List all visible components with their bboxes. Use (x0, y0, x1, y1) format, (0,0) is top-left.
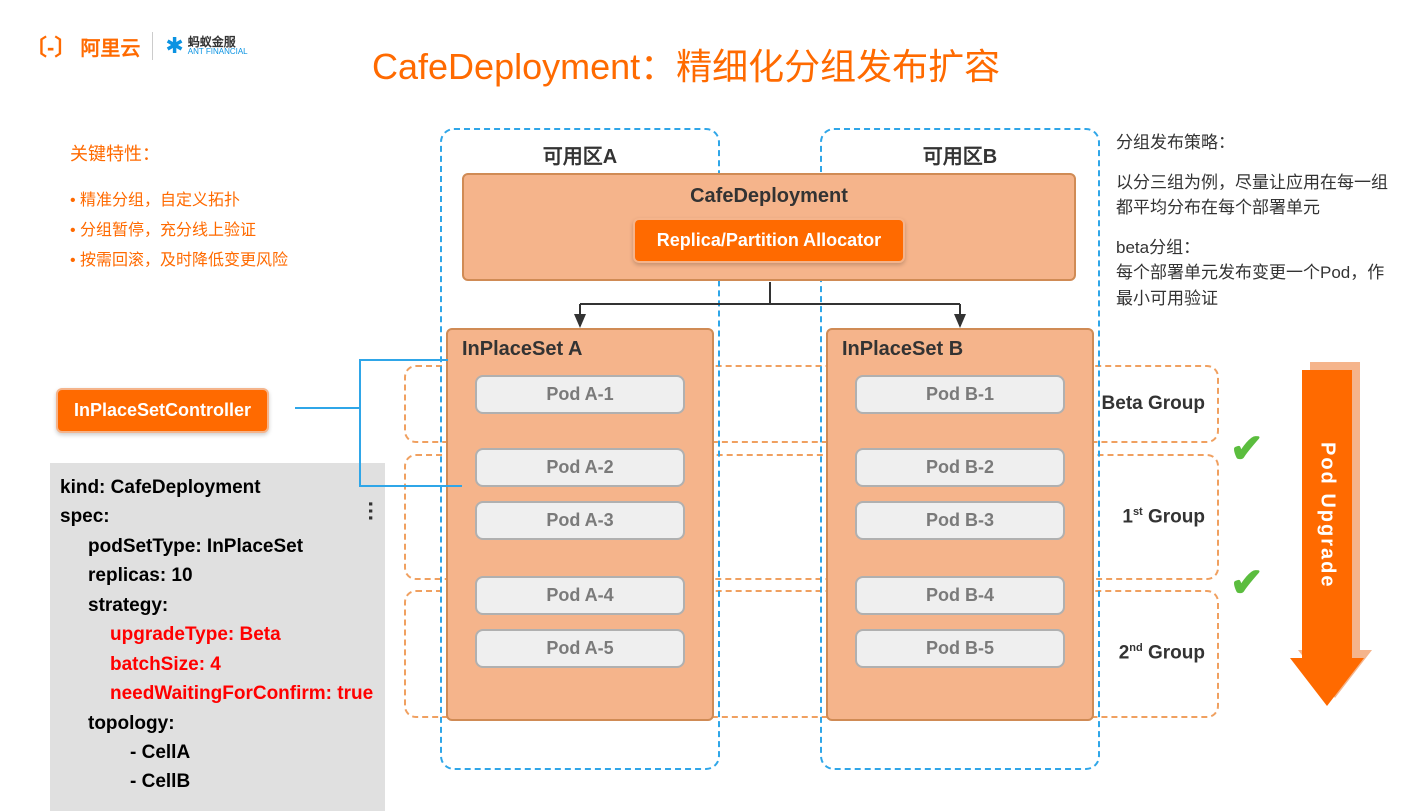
pod: Pod B-4 (855, 576, 1065, 615)
feature-item: 精准分组，自定义拓扑 (70, 186, 288, 210)
pod: Pod B-2 (855, 448, 1065, 487)
logo-separator (152, 32, 153, 60)
yaml-line: - CellA (60, 738, 375, 767)
pod: Pod A-1 (475, 375, 685, 414)
features-heading: 关键特性： (70, 140, 288, 166)
right-strategy-text: 分组发布策略： 以分三组为例，尽量让应用在每一组都平均分布在每个部署单元 bet… (1116, 130, 1391, 325)
pod: Pod B-1 (855, 375, 1065, 414)
yaml-line: topology: (60, 709, 375, 738)
allocator-box: Replica/Partition Allocator (633, 218, 905, 263)
pod-upgrade-arrow: Pod Upgrade (1290, 370, 1365, 720)
zone-b-label: 可用区B (822, 140, 1098, 169)
yaml-line: replicas: 10 (60, 561, 375, 590)
pod: Pod A-5 (475, 629, 685, 668)
yaml-line: kind: CafeDeployment (60, 473, 375, 502)
pod: Pod A-2 (475, 448, 685, 487)
cafedeployment-title: CafeDeployment (464, 185, 1074, 208)
pod: Pod A-3 (475, 501, 685, 540)
page-title: CafeDeployment：精细化分组发布扩容 (372, 38, 1000, 90)
inplaceset-controller-box: InPlaceSetController (56, 388, 269, 433)
pod: Pod A-4 (475, 576, 685, 615)
strategy-heading: 分组发布策略： (1116, 130, 1391, 156)
alicloud-logo: 〔-〕阿里云 (25, 30, 140, 62)
cafedeployment-box: CafeDeployment Replica/Partition Allocat… (462, 173, 1076, 281)
ellipsis-icon: … (363, 500, 389, 524)
ant-financial-logo: ✱ 蚂蚁金服 ANT FINANCIAL (165, 35, 247, 57)
inplaceset-a: InPlaceSet A Pod A-1 Pod A-2 Pod A-3 Pod… (446, 328, 714, 721)
feature-item: 分组暂停，充分线上验证 (70, 216, 288, 240)
yaml-line: batchSize: 4 (60, 650, 375, 679)
inplaceset-b-title: InPlaceSet B (842, 338, 1078, 361)
inplaceset-a-title: InPlaceSet A (462, 338, 698, 361)
check-icon: ✔ (1230, 426, 1264, 472)
yaml-line: - CellB (60, 767, 375, 796)
yaml-line: upgradeType: Beta (60, 620, 375, 649)
yaml-block: kind: CafeDeploymentspec:podSetType: InP… (50, 463, 385, 811)
logos: 〔-〕阿里云 ✱ 蚂蚁金服 ANT FINANCIAL (25, 30, 248, 62)
group-label: Beta Group (1102, 393, 1205, 415)
yaml-line: needWaitingForConfirm: true (60, 679, 375, 708)
yaml-line: podSetType: InPlaceSet (60, 532, 375, 561)
strategy-desc: 以分三组为例，尽量让应用在每一组都平均分布在每个部署单元 (1116, 170, 1391, 221)
group-label: 1st Group (1122, 506, 1205, 528)
pod: Pod B-5 (855, 629, 1065, 668)
yaml-line: spec: (60, 502, 375, 531)
yaml-line: strategy: (60, 591, 375, 620)
check-icon: ✔ (1230, 560, 1264, 606)
group-label: 2nd Group (1119, 642, 1205, 664)
feature-item: 按需回滚，及时降低变更风险 (70, 246, 288, 270)
pod: Pod B-3 (855, 501, 1065, 540)
inplaceset-b: InPlaceSet B Pod B-1 Pod B-2 Pod B-3 Pod… (826, 328, 1094, 721)
zone-a-label: 可用区A (442, 140, 718, 169)
features-block: 关键特性： 精准分组，自定义拓扑 分组暂停，充分线上验证 按需回滚，及时降低变更… (70, 140, 288, 276)
beta-heading: beta分组：每个部署单元发布变更一个Pod，作最小可用验证 (1116, 235, 1391, 312)
